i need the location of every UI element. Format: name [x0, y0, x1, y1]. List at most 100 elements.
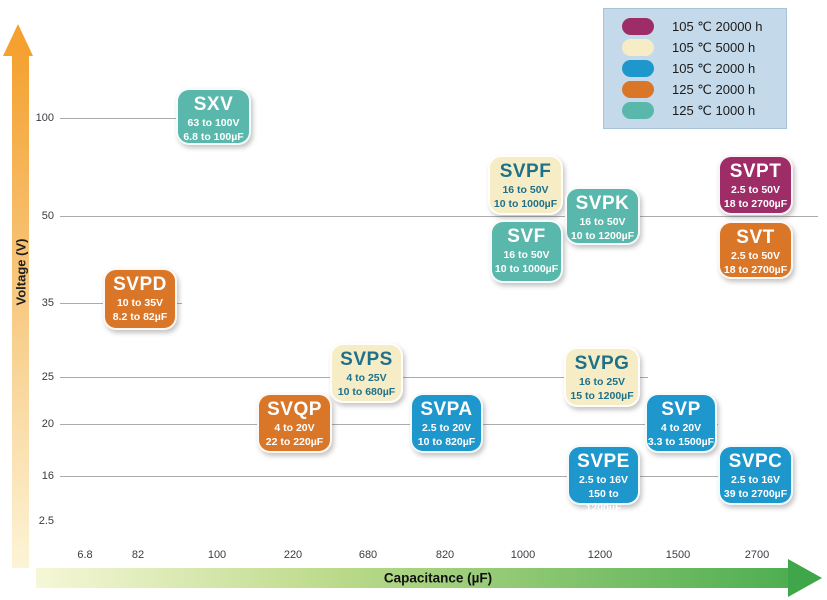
capacitance-range: 150 to 1200µF	[585, 488, 622, 515]
y-tick-35: 35	[41, 297, 54, 309]
series-box-svqp: SVQP 4 to 20V 22 to 220µF	[257, 393, 332, 453]
x-tick-1500: 1500	[665, 549, 691, 561]
series-ranges: 2.5 to 50V 18 to 2700µF	[720, 249, 791, 277]
legend-swatch-105c-20000h	[622, 18, 654, 35]
voltage-range: 10 to 35V	[116, 297, 164, 309]
series-name: SVPF	[499, 161, 552, 182]
voltage-range: 16 to 50V	[502, 184, 549, 196]
voltage-range: 63 to 100V	[187, 117, 240, 129]
series-name: SVPT	[729, 161, 782, 182]
capacitance-range: 10 to 680µF	[337, 386, 396, 399]
x-tick-1200: 1200	[587, 549, 613, 561]
series-box-svpc: SVPC 2.5 to 16V 39 to 2700µF	[718, 445, 793, 505]
capacitance-range: 22 to 220µF	[265, 436, 324, 449]
y-tick-2-5: 2.5	[38, 515, 54, 527]
series-box-svp: SVP 4 to 20V 3.3 to 1500µF	[645, 393, 717, 453]
voltage-axis-arrow	[12, 54, 29, 568]
voltage-range: 2.5 to 50V	[730, 250, 781, 262]
legend-item: 105 ℃ 5000 h	[622, 38, 786, 58]
series-ranges: 16 to 50V 10 to 1000µF	[490, 183, 561, 211]
series-name: SVPC	[728, 451, 783, 472]
x-axis-label: Capacitance (µF)	[383, 570, 493, 586]
voltage-range: 16 to 50V	[503, 249, 550, 261]
series-ranges: 4 to 20V 3.3 to 1500µF	[647, 421, 715, 449]
series-ranges: 2.5 to 50V 18 to 2700µF	[720, 183, 791, 211]
legend-label: 125 ℃ 2000 h	[672, 81, 756, 97]
series-box-svpd: SVPD 10 to 35V 8.2 to 82µF	[103, 268, 177, 330]
y-tick-16: 16	[41, 470, 54, 482]
series-name: SVPK	[575, 193, 630, 214]
y-tick-100: 100	[35, 112, 54, 124]
series-name: SVPS	[340, 349, 393, 370]
voltage-range: 2.5 to 20V	[421, 422, 472, 434]
capacitance-range: 10 to 820µF	[417, 436, 476, 449]
legend-label: 125 ℃ 1000 h	[672, 102, 756, 118]
series-name: SVT	[736, 227, 775, 248]
series-ranges: 16 to 50V 10 to 1200µF	[567, 215, 638, 243]
series-box-svf: SVF 16 to 50V 10 to 1000µF	[490, 220, 563, 283]
series-ranges: 16 to 25V 15 to 1200µF	[566, 375, 638, 403]
series-ranges: 2.5 to 20V 10 to 820µF	[412, 421, 481, 449]
y-axis-label: Voltage (V)	[13, 238, 29, 306]
capacitance-range: 39 to 2700µF	[723, 488, 788, 501]
capacitance-range: 10 to 1000µF	[494, 263, 559, 276]
voltage-range: 2.5 to 16V	[578, 474, 629, 486]
capacitance-range: 18 to 2700µF	[723, 264, 788, 277]
series-ranges: 2.5 to 16V 39 to 2700µF	[720, 473, 791, 501]
legend: 105 ℃ 20000 h 105 ℃ 5000 h 105 ℃ 2000 h …	[603, 8, 787, 129]
gridline-50v	[60, 216, 818, 217]
capacitance-range: 10 to 1000µF	[493, 198, 558, 211]
capacitance-range: 15 to 1200µF	[570, 390, 634, 403]
legend-item: 105 ℃ 20000 h	[622, 17, 786, 37]
series-name: SVPA	[420, 399, 473, 420]
voltage-range: 2.5 to 16V	[730, 474, 781, 486]
series-box-svt: SVT 2.5 to 50V 18 to 2700µF	[718, 221, 793, 279]
series-ranges: 16 to 50V 10 to 1000µF	[492, 248, 561, 276]
voltage-range: 4 to 25V	[346, 372, 387, 384]
voltage-range: 2.5 to 50V	[730, 184, 781, 196]
series-box-svpf: SVPF 16 to 50V 10 to 1000µF	[488, 155, 563, 215]
x-tick-220: 220	[283, 549, 303, 561]
series-ranges: 2.5 to 16V 150 to 1200µF	[569, 473, 638, 516]
voltage-range: 16 to 25V	[578, 376, 626, 388]
series-ranges: 4 to 25V 10 to 680µF	[332, 371, 401, 399]
series-box-svpg: SVPG 16 to 25V 15 to 1200µF	[564, 347, 640, 407]
series-box-svpa: SVPA 2.5 to 20V 10 to 820µF	[410, 393, 483, 453]
capacitance-range: 8.2 to 82µF	[112, 311, 168, 324]
series-name: SVPD	[113, 274, 167, 295]
y-tick-20: 20	[41, 418, 54, 430]
voltage-axis-arrowhead-icon	[3, 24, 33, 56]
series-name: SVPE	[577, 451, 630, 472]
gridline-16v	[60, 476, 793, 477]
legend-item: 125 ℃ 1000 h	[622, 101, 786, 121]
legend-swatch-105c-2000h	[622, 60, 654, 77]
series-box-sxv: SXV 63 to 100V 6.8 to 100µF	[176, 88, 251, 145]
series-ranges: 10 to 35V 8.2 to 82µF	[105, 296, 175, 324]
x-tick-1000: 1000	[510, 549, 536, 561]
legend-label: 105 ℃ 20000 h	[672, 18, 763, 34]
x-tick-820: 820	[435, 549, 455, 561]
legend-swatch-105c-5000h	[622, 39, 654, 56]
capacitance-axis-arrow	[36, 568, 788, 588]
gridline-100v	[60, 118, 250, 119]
legend-item: 125 ℃ 2000 h	[622, 80, 786, 100]
x-tick-680: 680	[358, 549, 378, 561]
series-box-svps: SVPS 4 to 25V 10 to 680µF	[330, 343, 403, 403]
capacitance-range: 6.8 to 100µF	[183, 131, 244, 144]
x-tick-100: 100	[207, 549, 227, 561]
series-ranges: 63 to 100V 6.8 to 100µF	[178, 116, 249, 144]
legend-label: 105 ℃ 5000 h	[672, 39, 756, 55]
series-name: SVQP	[267, 399, 322, 420]
series-ranges: 4 to 20V 22 to 220µF	[259, 421, 330, 449]
series-box-svpk: SVPK 16 to 50V 10 to 1200µF	[565, 187, 640, 245]
gridline-20v	[60, 424, 718, 425]
series-name: SVPG	[574, 353, 630, 374]
series-box-svpt: SVPT 2.5 to 50V 18 to 2700µF	[718, 155, 793, 215]
y-tick-25: 25	[41, 371, 54, 383]
x-tick-2700: 2700	[744, 549, 770, 561]
voltage-range: 4 to 20V	[274, 422, 315, 434]
legend-item: 105 ℃ 2000 h	[622, 59, 786, 79]
legend-swatch-125c-1000h	[622, 102, 654, 119]
capacitance-range: 10 to 1200µF	[570, 230, 635, 243]
